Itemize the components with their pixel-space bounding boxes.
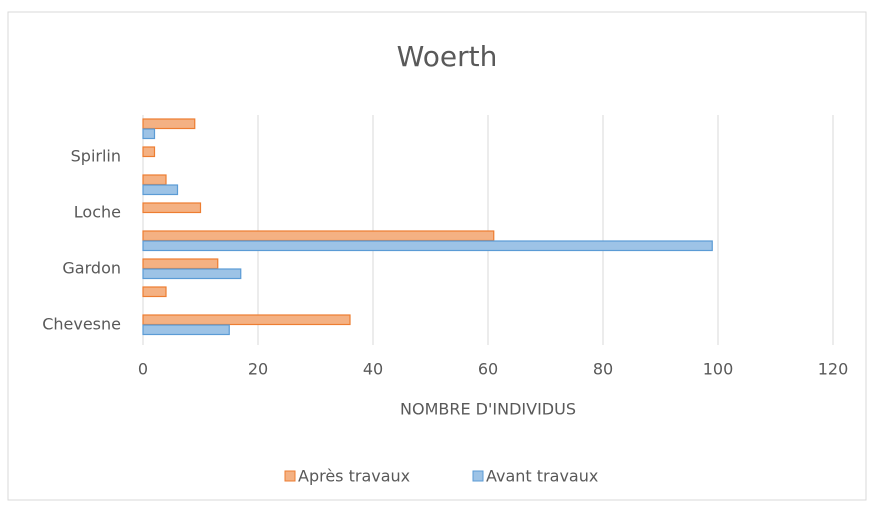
y-tick-label: Chevesne bbox=[42, 315, 121, 334]
x-tick-label: 120 bbox=[818, 360, 849, 379]
y-tick-label: Gardon bbox=[62, 259, 121, 278]
legend-swatch bbox=[472, 470, 484, 482]
y-tick-label: Loche bbox=[74, 203, 121, 222]
chart-title: Woerth bbox=[397, 40, 498, 73]
bar bbox=[142, 314, 351, 326]
legend-label: Après travaux bbox=[298, 467, 410, 486]
bar bbox=[142, 258, 219, 270]
x-tick-label: 0 bbox=[138, 360, 148, 379]
x-tick-label: 100 bbox=[703, 360, 734, 379]
y-tick-label: Spirlin bbox=[71, 147, 121, 166]
bar bbox=[142, 268, 242, 280]
chart-border bbox=[7, 11, 867, 501]
bar bbox=[142, 174, 167, 186]
bar bbox=[142, 230, 495, 242]
legend-label: Avant travaux bbox=[486, 467, 598, 486]
bar bbox=[142, 324, 230, 336]
bar bbox=[142, 146, 156, 158]
x-tick-label: 60 bbox=[478, 360, 498, 379]
bar bbox=[142, 240, 713, 252]
bar bbox=[142, 118, 196, 130]
legend-swatch bbox=[284, 470, 296, 482]
x-tick-label: 20 bbox=[248, 360, 268, 379]
bar bbox=[142, 128, 156, 140]
bar bbox=[142, 184, 179, 196]
x-tick-label: 80 bbox=[593, 360, 613, 379]
bar bbox=[142, 202, 202, 214]
bar bbox=[142, 286, 167, 298]
x-tick-label: 40 bbox=[363, 360, 383, 379]
x-axis-title: NOMBRE D'INDIVIDUS bbox=[400, 400, 576, 419]
